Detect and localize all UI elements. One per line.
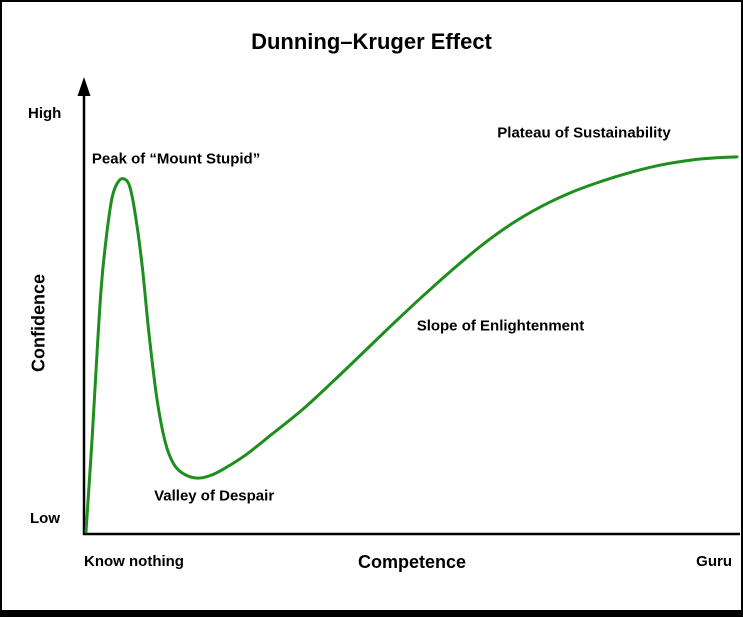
annotation-slope-of-enlightenment: Slope of Enlightenment [416, 317, 585, 335]
y-axis-title: Confidence [28, 273, 49, 373]
annotation-valley-of-despair: Valley of Despair [154, 487, 275, 505]
y-tick-low: Low [30, 510, 60, 527]
annotation-peak-of-mount-stupid: Peak of “Mount Stupid” [91, 150, 261, 168]
x-tick-guru: Guru [696, 553, 732, 570]
y-axis-arrowhead [77, 77, 91, 96]
x-tick-know-nothing: Know nothing [84, 553, 184, 570]
y-tick-high: High [28, 105, 62, 122]
confidence-curve [84, 155, 739, 534]
annotation-plateau-of-sustainability: Plateau of Sustainability [497, 124, 671, 142]
chart-title: Dunning–Kruger Effect [251, 29, 492, 54]
x-axis-title: Competence [357, 552, 467, 572]
